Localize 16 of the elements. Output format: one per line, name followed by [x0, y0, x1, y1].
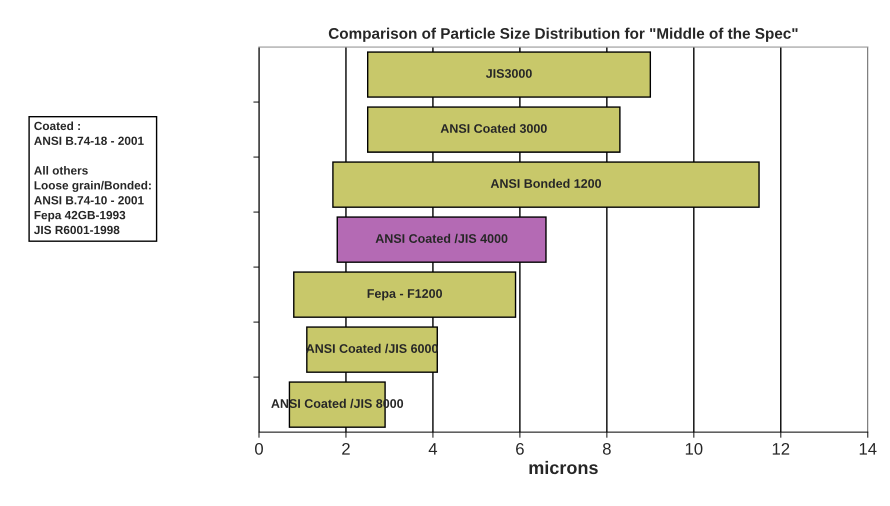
x-tick-label: 0 [255, 442, 263, 455]
x-axis-title: microns [529, 460, 598, 474]
x-tick-label: 12 [772, 442, 790, 455]
x-tick-label: 8 [602, 442, 611, 455]
text: Coated : ANSI B.74-18 - 2001 All others Loose grain/Bonded: ANSI B.74-10 - 2001 Fepa 42GB-1993 JIS R6001-1998 [34, 121, 151, 234]
y-tick-label: ANSI Coated 3000 [440, 124, 547, 133]
x-tick-label: 14 [860, 443, 877, 455]
y-tick-label: Fepa - F1200 [368, 289, 442, 300]
y-tick-label: ANSI Bonded 1200 [490, 178, 602, 188]
x-tick-label: 10 [686, 442, 702, 455]
chart-title: Comparison of Particle Size Distribution for "Middle of the Spec" [328, 28, 798, 42]
x-tick-label: 2 [342, 442, 350, 455]
y-tick-label: JIS3000 [486, 69, 532, 78]
y-tick-label: ANSI Coated /JIS 4000 [376, 234, 508, 244]
x-tick-label: 4 [428, 443, 438, 455]
x-tick-label: 6 [516, 442, 524, 455]
